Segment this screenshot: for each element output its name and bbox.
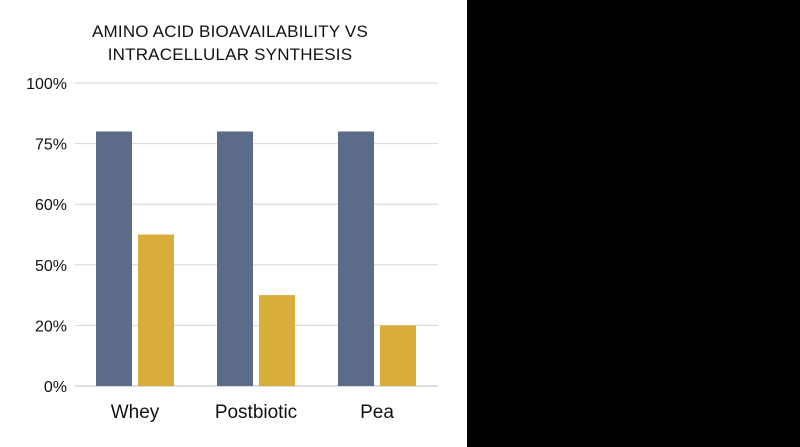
chart-title-line-2: INTRACELLULAR SYNTHESIS	[108, 45, 353, 64]
bar-whey-series-1	[96, 131, 132, 386]
x-category-label: Postbiotic	[215, 402, 297, 423]
chart-panel: AMINO ACID BIOAVAILABILITY VS INTRACELLU…	[0, 0, 467, 447]
y-tick-label: 75%	[35, 137, 67, 154]
x-axis-labels: Whey Postbiotic Pea	[111, 402, 395, 423]
y-tick-label: 100%	[26, 76, 67, 93]
bars	[96, 131, 416, 386]
x-category-label: Whey	[111, 402, 160, 423]
y-axis-ticks: 0% 20% 50% 60% 75% 100%	[26, 76, 67, 396]
x-category-label: Pea	[360, 402, 394, 423]
chart-title-line-1: AMINO ACID BIOAVAILABILITY VS	[92, 22, 368, 41]
bar-postbiotic-series-1	[217, 131, 253, 386]
y-tick-label: 50%	[35, 258, 67, 275]
bar-chart: AMINO ACID BIOAVAILABILITY VS INTRACELLU…	[26, 22, 438, 423]
y-tick-label: 0%	[44, 379, 67, 396]
y-tick-label: 60%	[35, 197, 67, 214]
bar-pea-series-1	[338, 131, 374, 386]
gridlines	[75, 82, 438, 387]
y-tick-label: 20%	[35, 318, 67, 335]
bar-pea-series-2	[380, 325, 416, 386]
bar-whey-series-2	[138, 234, 174, 386]
bar-postbiotic-series-2	[259, 295, 295, 386]
